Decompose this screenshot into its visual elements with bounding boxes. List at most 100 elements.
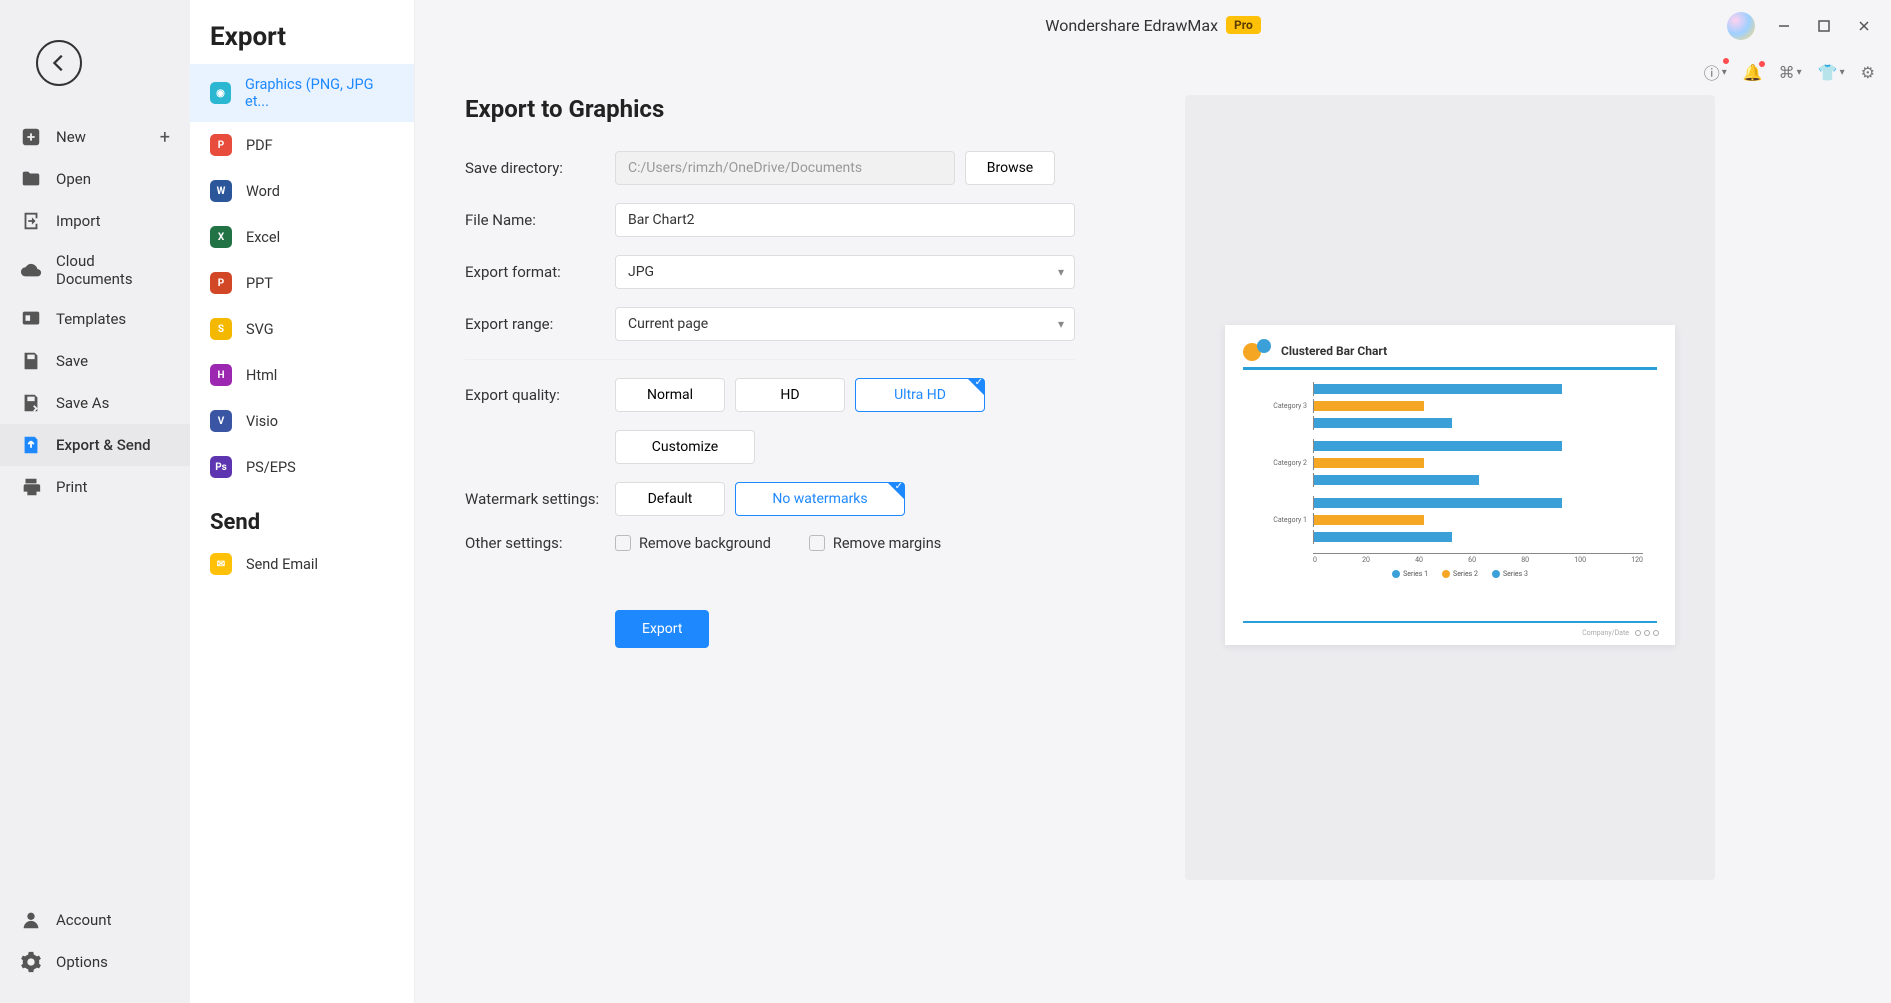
nav-label: Options	[56, 953, 108, 971]
fmt-label: Send Email	[246, 556, 318, 573]
nav-open[interactable]: Open	[0, 158, 190, 200]
fmt-label: PDF	[246, 137, 273, 154]
settings-icon[interactable]: ⚙	[1861, 63, 1875, 82]
nav-import[interactable]: Import	[0, 200, 190, 242]
main-content: Wondershare EdrawMax Pro ⓘ▾ 🔔 ⌘▾ 👕▾ ⚙ Ex…	[415, 0, 1891, 1003]
shortcut-icon[interactable]: ⌘▾	[1779, 63, 1802, 82]
preview-bar-chart: Category 3Category 2Category 10204060801…	[1263, 382, 1657, 578]
primary-sidebar: New + Open Import Cloud Documents Templa…	[0, 0, 190, 1003]
format-select[interactable]: JPG	[615, 255, 1075, 289]
label-other: Other settings:	[465, 534, 615, 552]
checkbox-icon	[809, 535, 825, 551]
back-button[interactable]	[36, 40, 82, 86]
nav-label: Open	[56, 170, 91, 188]
bell-icon[interactable]: 🔔	[1743, 63, 1763, 82]
close-button[interactable]	[1853, 15, 1875, 37]
preview-chart-title: Clustered Bar Chart	[1281, 344, 1387, 358]
browse-button[interactable]: Browse	[965, 151, 1055, 185]
quality-ultra-hd[interactable]: Ultra HD	[855, 378, 985, 412]
checkbox-remove-margins[interactable]: Remove margins	[809, 535, 941, 552]
fmt-label: Word	[246, 183, 280, 200]
quality-hd[interactable]: HD	[735, 378, 845, 412]
nav-print[interactable]: Print	[0, 466, 190, 508]
pdf-icon: P	[210, 134, 232, 156]
fmt-email[interactable]: ✉ Send Email	[190, 541, 414, 587]
plus-icon[interactable]: +	[160, 127, 170, 148]
nav-new[interactable]: New +	[0, 116, 190, 158]
nav-label: New	[56, 128, 86, 146]
export-icon	[20, 434, 42, 456]
nav-label: Cloud Documents	[56, 252, 170, 288]
svg-icon: S	[210, 318, 232, 340]
form-title: Export to Graphics	[465, 95, 1145, 123]
avatar[interactable]	[1727, 12, 1755, 40]
export-form: Export to Graphics Save directory: C:/Us…	[465, 95, 1145, 1003]
app-title: Wondershare EdrawMax	[1045, 16, 1218, 35]
nav-account[interactable]: Account	[0, 899, 190, 941]
html-icon: H	[210, 364, 232, 386]
label-range: Export range:	[465, 315, 615, 333]
nav-label: Templates	[56, 310, 126, 328]
export-button[interactable]: Export	[615, 610, 709, 648]
fmt-excel[interactable]: XExcel	[190, 214, 414, 260]
fmt-ppt[interactable]: P PPT	[190, 260, 414, 306]
ppt-icon: P	[210, 272, 232, 294]
label-format: Export format:	[465, 263, 615, 281]
email-icon: ✉	[210, 553, 232, 575]
range-select[interactable]: Current page	[615, 307, 1075, 341]
print-icon	[20, 476, 42, 498]
watermark-default[interactable]: Default	[615, 482, 725, 516]
cloud-icon	[20, 259, 42, 281]
save-dir-input: C:/Users/rimzh/OneDrive/Documents	[615, 151, 955, 185]
maximize-button[interactable]	[1813, 15, 1835, 37]
templates-icon	[20, 308, 42, 330]
nav-label: Save As	[56, 394, 109, 412]
nav-export-send[interactable]: Export & Send	[0, 424, 190, 466]
quality-customize[interactable]: Customize	[615, 430, 755, 464]
nav-label: Export & Send	[56, 436, 151, 454]
checkbox-icon	[615, 535, 631, 551]
plus-square-icon	[20, 126, 42, 148]
minimize-button[interactable]	[1773, 15, 1795, 37]
header-toolbar: ⓘ▾ 🔔 ⌘▾ 👕▾ ⚙	[1704, 60, 1875, 84]
nav-save-as[interactable]: Save As	[0, 382, 190, 424]
fmt-label: SVG	[246, 321, 274, 338]
fmt-svg[interactable]: S SVG	[190, 306, 414, 352]
quality-normal[interactable]: Normal	[615, 378, 725, 412]
fmt-label: Excel	[246, 229, 280, 246]
send-heading: Send	[190, 490, 414, 541]
nav-label: Account	[56, 911, 112, 929]
nav-label: Import	[56, 212, 101, 230]
nav-save[interactable]: Save	[0, 340, 190, 382]
label-quality: Export quality:	[465, 386, 615, 404]
nav-templates[interactable]: Templates	[0, 298, 190, 340]
nav-label: Save	[56, 352, 88, 370]
fmt-graphics[interactable]: ◉ Graphics (PNG, JPG et...	[190, 64, 414, 122]
theme-icon[interactable]: 👕▾	[1818, 63, 1845, 82]
watermark-none[interactable]: No watermarks	[735, 482, 905, 516]
graphics-icon: ◉	[210, 82, 231, 104]
label-save-dir: Save directory:	[465, 159, 615, 177]
preview-panel: Clustered Bar Chart Category 3Category 2…	[1185, 95, 1715, 880]
preview-footer: Company/Date	[1582, 629, 1659, 637]
fmt-visio[interactable]: V Visio	[190, 398, 414, 444]
gear-icon	[20, 951, 42, 973]
checkbox-remove-bg[interactable]: Remove background	[615, 535, 771, 552]
visio-icon: V	[210, 410, 232, 432]
export-heading: Export	[190, 22, 414, 64]
nav-options[interactable]: Options	[0, 941, 190, 983]
fmt-ps[interactable]: PsPS/EPS	[190, 444, 414, 490]
account-icon	[20, 909, 42, 931]
fmt-word[interactable]: W Word	[190, 168, 414, 214]
help-icon[interactable]: ⓘ▾	[1704, 60, 1727, 84]
word-icon: W	[210, 180, 232, 202]
fmt-label: Visio	[246, 413, 278, 430]
fmt-label: PPT	[246, 275, 273, 292]
fmt-pdf[interactable]: P PDF	[190, 122, 414, 168]
file-name-input[interactable]: Bar Chart2	[615, 203, 1075, 237]
titlebar: Wondershare EdrawMax Pro	[415, 0, 1891, 50]
gears-icon	[1243, 339, 1273, 363]
fmt-html[interactable]: HHtml	[190, 352, 414, 398]
nav-cloud[interactable]: Cloud Documents	[0, 242, 190, 298]
label-watermark: Watermark settings:	[465, 490, 615, 508]
